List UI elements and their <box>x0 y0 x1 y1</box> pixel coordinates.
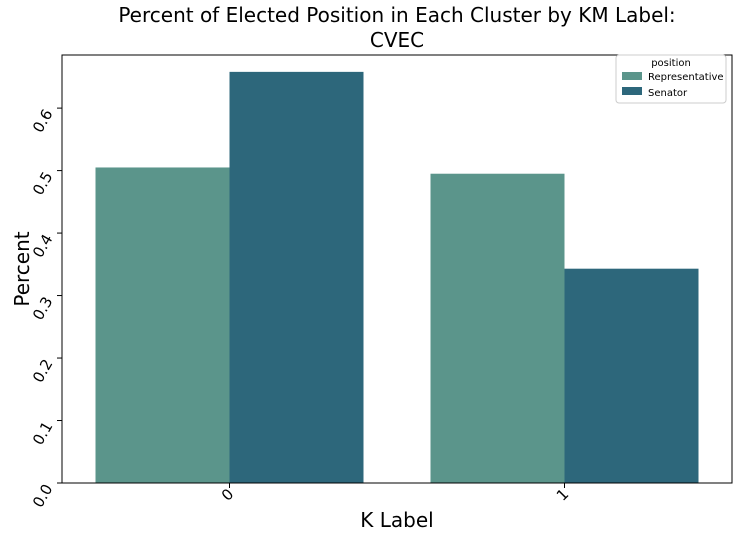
y-tick-label: 0.0 <box>29 481 57 511</box>
y-axis-label: Percent <box>10 231 34 306</box>
plot-frame <box>61 54 733 484</box>
chart-title: Percent of Elected Position in Each Clus… <box>118 3 675 27</box>
legend: position Representative Senator <box>615 54 727 104</box>
x-axis-label: K Label <box>360 508 433 532</box>
y-axis-ticks: 0.00.10.20.30.40.50.6 <box>29 106 62 511</box>
y-tick-label: 0.6 <box>29 106 57 136</box>
legend-box <box>615 54 727 104</box>
legend-swatch-representative <box>622 72 642 80</box>
x-tick-label: 0 <box>218 485 237 504</box>
chart-subtitle: CVEC <box>370 28 424 52</box>
bar-senator-0 <box>229 71 364 484</box>
y-tick-label: 0.2 <box>29 356 57 386</box>
bars <box>95 71 699 484</box>
y-tick-label: 0.1 <box>29 419 57 449</box>
x-tick-label: 1 <box>553 485 572 504</box>
bar-representative-1 <box>430 173 565 483</box>
legend-swatch-senator <box>622 87 642 95</box>
legend-title: position <box>651 58 691 69</box>
legend-label-representative: Representative <box>648 72 724 83</box>
legend-label-senator: Senator <box>648 88 688 99</box>
bar-senator-1 <box>564 268 699 483</box>
bar-representative-0 <box>95 167 230 483</box>
y-tick-label: 0.5 <box>29 169 57 199</box>
